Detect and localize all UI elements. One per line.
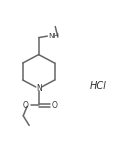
Text: O: O [52,101,58,110]
Text: N: N [36,84,42,93]
Text: NH: NH [49,33,60,39]
Text: HCl: HCl [90,81,106,91]
Text: O: O [22,101,28,110]
